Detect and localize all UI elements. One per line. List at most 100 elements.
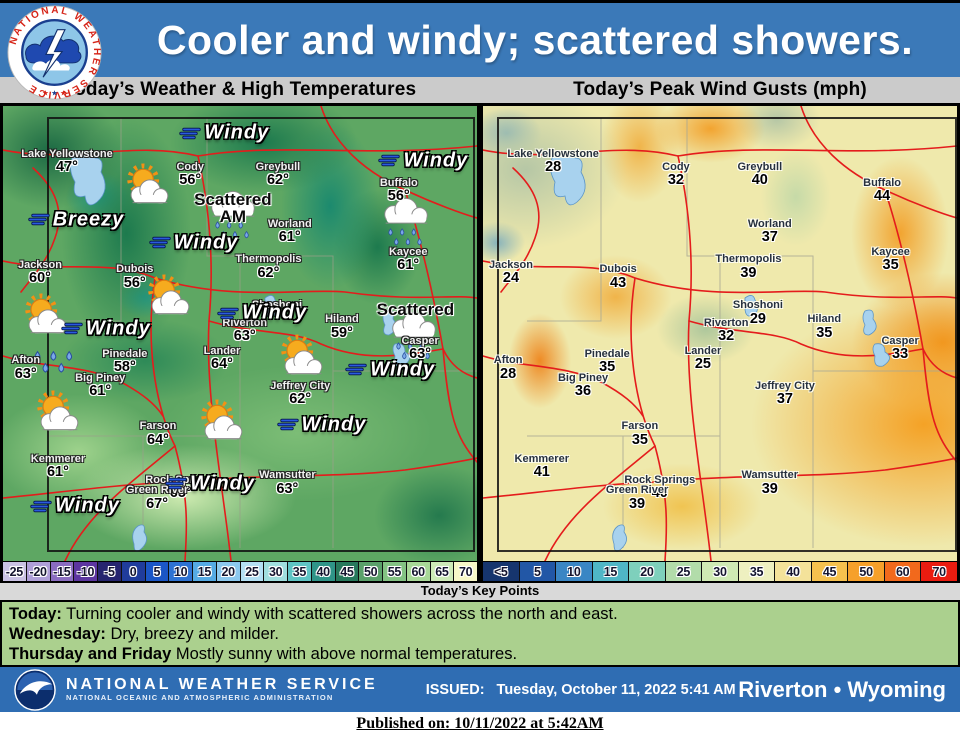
city-name: Lake Yellowstone	[507, 148, 599, 161]
city-name: Wamsutter	[741, 469, 798, 482]
city-name: Riverton	[222, 317, 268, 330]
city-high-temp: 62°	[266, 172, 289, 189]
wind-label-text: Windy	[173, 231, 239, 253]
city-label: Riverton 32	[704, 317, 749, 344]
city-label: Thermopolis 62°	[235, 254, 301, 280]
city-name: Thermopolis	[235, 253, 302, 266]
city-label: Lake Yellowstone 28	[507, 148, 599, 175]
weather-icon	[27, 349, 85, 375]
agency-block: NATIONAL WEATHER SERVICE NATIONAL OCEANI…	[66, 676, 378, 702]
city-label: Casper 63°	[401, 335, 439, 363]
weather-icon	[273, 333, 331, 378]
city-gust-value: 44	[874, 188, 891, 205]
temperature-map: Lake Yellowstone 47° Cody 56° Greybull 6…	[3, 106, 477, 561]
sun-cloud-icon	[200, 399, 242, 441]
city-label: Kemmerer 61°	[31, 453, 85, 480]
city-name: Big Piney	[75, 371, 126, 384]
city-gust-value: 24	[502, 270, 520, 286]
city-name: Dubois	[599, 263, 637, 276]
city-name: Afton	[493, 354, 523, 367]
city-high-temp: 63°	[409, 346, 432, 363]
city-high-temp: 56°	[179, 172, 202, 189]
wind-label-text: Windy	[85, 317, 151, 340]
city-label: Jeffrey City 62°	[270, 381, 330, 407]
wind-label: Windy	[377, 149, 468, 172]
city-gust-value: 39	[628, 495, 646, 512]
scale-cell: 0	[121, 562, 146, 581]
city-label: Jackson 60°	[18, 259, 62, 286]
office-location: Riverton • Wyoming	[738, 676, 946, 702]
scale-cell: 50	[359, 562, 383, 581]
key-point-label: Today:	[9, 605, 62, 623]
city-gust-value: 36	[574, 382, 592, 399]
city-gust-value: 40	[651, 484, 668, 501]
temperature-map-panel: Lake Yellowstone 47° Cody 56° Greybull 6…	[0, 103, 480, 583]
rain-cloud-icon	[391, 311, 436, 360]
wind-streaks-icon	[148, 236, 171, 249]
agency-subname: NATIONAL OCEANIC AND ATMOSPHERIC ADMINIS…	[66, 692, 334, 702]
lakes	[550, 151, 890, 552]
scale-cell: 25	[240, 562, 265, 581]
wind-label: Windy	[164, 472, 255, 495]
city-label: Hiland 35	[807, 314, 841, 340]
header-banner: NATIONAL WEATHER SERVICE ★ ★ ★ Cooler an…	[0, 0, 960, 100]
city-name: Farson	[139, 420, 177, 433]
city-name: Casper	[401, 335, 439, 348]
city-label: Farson 64°	[140, 421, 177, 447]
city-name: Hiland	[325, 313, 359, 326]
city-name: Buffalo	[863, 176, 902, 189]
city-name: Wamsutter	[259, 469, 316, 482]
city-gust-value: 37	[776, 391, 794, 408]
city-gust-value: 41	[533, 463, 550, 480]
scale-cell: 35	[288, 562, 312, 581]
scale-cell: 60	[406, 562, 431, 581]
city-label: Green River 67°	[126, 485, 188, 511]
highways	[483, 106, 957, 561]
key-points-title: Today’s Key Points	[0, 583, 960, 600]
scale-cell: -20	[26, 562, 51, 581]
wind-label: Windy	[216, 302, 307, 325]
city-name: Casper	[881, 335, 919, 348]
scale-cell: 10	[556, 562, 593, 581]
key-point-line: Wednesday: Dry, breezy and milder.	[9, 624, 951, 644]
city-high-temp: 61°	[278, 229, 301, 246]
city-label: Kaycee 35	[871, 246, 910, 273]
agency-name: NATIONAL WEATHER SERVICE	[66, 676, 378, 694]
city-label: Pinedale 58°	[102, 348, 147, 375]
wind-gust-scale: <5 5 10 15 20 25 30 35 40 45	[483, 561, 957, 581]
scale-cell: 5	[519, 562, 557, 581]
city-high-temp: 61°	[89, 382, 112, 399]
city-name: Dubois	[116, 263, 154, 276]
weather-icon	[204, 190, 262, 240]
city-high-temp: 59°	[330, 324, 353, 341]
city-name: Worland	[267, 217, 312, 230]
scale-cell: 50	[848, 562, 885, 581]
wind-label: Breezy	[27, 208, 125, 231]
left-panel-title: Today’s Weather & High Temperatures	[63, 79, 417, 100]
scale-cell: -10	[74, 562, 98, 581]
city-high-temp: 62°	[289, 391, 312, 408]
city-label: Dubois 56°	[116, 264, 153, 290]
scale-cell: 5	[145, 562, 170, 581]
city-gust-value: 43	[610, 274, 627, 291]
city-label: Dubois 43	[599, 264, 636, 290]
key-point-label: Thursday and Friday	[9, 645, 172, 663]
wind-label: Windy	[29, 495, 120, 518]
wind-streaks-icon	[217, 307, 239, 319]
city-name: Green River	[125, 484, 189, 497]
city-label: Worland 37	[748, 218, 792, 245]
scale-cell: 15	[592, 562, 630, 581]
wind-streaks-icon	[345, 364, 367, 376]
city-name: Kaycee	[388, 245, 428, 258]
lakes	[70, 151, 410, 552]
key-point-line: Thursday and Friday Mostly sunny with ab…	[9, 644, 951, 664]
city-gust-value: 35	[599, 358, 616, 375]
wind-streaks-icon	[27, 214, 50, 226]
weather-icon	[385, 311, 443, 361]
city-name: Pinedale	[584, 347, 630, 360]
sun-cloud-icon	[281, 333, 323, 375]
city-high-temp: 64°	[147, 431, 169, 448]
city-label: Greybull 40	[738, 161, 783, 188]
city-name: Jeffrey City	[270, 380, 331, 393]
